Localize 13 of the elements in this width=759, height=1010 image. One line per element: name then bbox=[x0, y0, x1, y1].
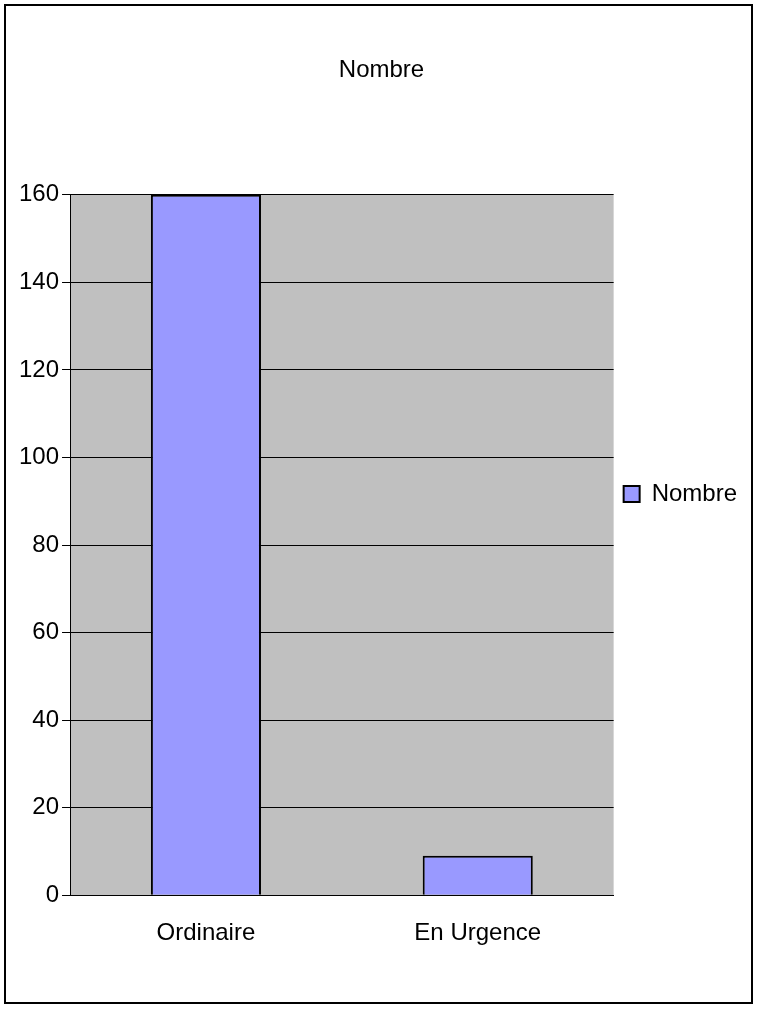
y-tick-label: 40 bbox=[32, 704, 60, 732]
y-tick-label: 0 bbox=[45, 879, 60, 907]
x-tick-label: En Urgence bbox=[414, 918, 542, 946]
y-tick-label: 120 bbox=[19, 354, 60, 382]
y-tick-label: 100 bbox=[19, 442, 60, 470]
x-tick-label: Ordinaire bbox=[156, 918, 256, 946]
y-tick-label: 20 bbox=[32, 792, 60, 820]
y-tick-label: 60 bbox=[32, 617, 60, 645]
y-tick-label: 140 bbox=[19, 266, 60, 294]
legend-label: Nombre bbox=[651, 478, 737, 506]
chart-title: Nombre bbox=[338, 55, 425, 83]
y-tick-label: 80 bbox=[32, 529, 60, 557]
y-tick-label: 160 bbox=[19, 179, 60, 207]
